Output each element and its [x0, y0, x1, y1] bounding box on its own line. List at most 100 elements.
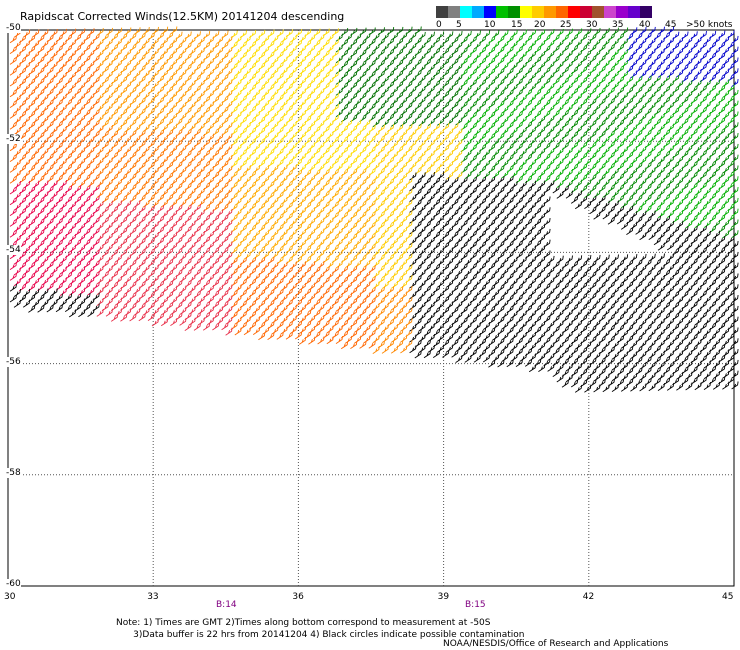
wind-barb	[442, 112, 450, 121]
wind-barb	[322, 309, 330, 318]
wind-barb	[607, 195, 615, 203]
wind-barb	[718, 343, 726, 352]
wind-barb	[451, 306, 459, 315]
wind-barb	[18, 78, 27, 87]
wind-barb	[331, 28, 339, 37]
wind-barb	[635, 108, 643, 116]
wind-barb	[175, 301, 183, 310]
wind-barb	[653, 150, 661, 159]
wind-barb	[230, 84, 238, 93]
wind-barb	[635, 43, 643, 52]
wind-barb	[616, 356, 625, 365]
wind-barb	[598, 87, 606, 96]
wind-barb	[110, 43, 119, 52]
wind-barb	[534, 207, 542, 216]
wind-barb	[469, 133, 477, 142]
wind-barb	[598, 303, 606, 312]
wind-barb	[534, 142, 542, 151]
wind-barb	[368, 157, 376, 165]
wind-barb	[340, 244, 349, 252]
wind-barb	[442, 79, 450, 88]
wind-barb	[267, 224, 275, 232]
wind-barb	[644, 269, 652, 278]
wind-barb	[138, 151, 146, 160]
wind-barb	[9, 46, 17, 54]
wind-barb	[405, 296, 413, 305]
wind-barb	[653, 96, 661, 105]
wind-barb	[414, 253, 422, 262]
wind-barb	[506, 218, 514, 227]
wind-barb	[129, 313, 137, 322]
wind-barb	[607, 54, 615, 63]
wind-barb	[331, 103, 339, 112]
wind-barb	[129, 173, 137, 181]
wind-barb	[442, 198, 450, 207]
wind-barb	[294, 180, 303, 189]
wind-barb	[377, 38, 385, 46]
wind-barb	[92, 33, 100, 42]
wind-barb	[708, 376, 717, 385]
wind-barb	[589, 65, 597, 74]
wind-barb	[409, 345, 417, 354]
wind-barb	[662, 193, 671, 202]
wind-barb	[202, 301, 211, 309]
wind-barb	[313, 158, 321, 167]
wind-barb	[497, 208, 505, 217]
wind-barb	[469, 36, 477, 44]
wind-barb	[451, 317, 459, 326]
wind-barb	[156, 172, 165, 181]
credit-text: NOAA/NESDIS/Office of Research and Appli…	[443, 639, 669, 649]
wind-barb	[285, 137, 293, 146]
wind-barb	[368, 27, 376, 36]
wind-barb	[83, 130, 91, 139]
wind-barb	[92, 173, 100, 182]
wind-barb	[534, 56, 542, 65]
wind-barb	[83, 282, 91, 290]
wind-barb	[524, 348, 533, 356]
wind-barb	[570, 336, 579, 345]
wind-barb	[423, 350, 431, 359]
wind-barb	[561, 336, 569, 345]
wind-barb	[396, 340, 404, 348]
wind-barb	[580, 120, 588, 128]
wind-barb	[699, 182, 707, 191]
wind-barb	[552, 163, 560, 172]
wind-barb	[423, 155, 431, 164]
wind-barb	[616, 97, 625, 106]
wind-barb	[400, 345, 408, 354]
wind-barb	[28, 164, 36, 173]
wind-barb	[524, 304, 533, 313]
wind-barb	[28, 78, 36, 86]
wind-barb	[340, 71, 349, 80]
wind-barb	[598, 130, 606, 139]
wind-barb	[718, 171, 726, 179]
wind-barb	[607, 259, 615, 268]
wind-barb	[681, 366, 689, 375]
wind-barb	[718, 246, 726, 255]
wind-barb	[267, 62, 275, 70]
wind-barb	[64, 260, 73, 269]
wind-barb	[488, 262, 496, 271]
wind-barb	[151, 318, 159, 327]
wind-barb	[248, 105, 257, 114]
wind-barb	[478, 79, 487, 87]
wind-barb	[258, 202, 266, 211]
wind-barb	[386, 91, 395, 100]
wind-barb	[350, 168, 358, 177]
wind-barb	[488, 219, 496, 228]
wind-barb	[184, 107, 192, 115]
wind-barb	[120, 248, 128, 257]
wind-barb	[635, 86, 643, 95]
wind-barb	[258, 278, 266, 287]
wind-barb	[580, 325, 588, 334]
wind-barb	[340, 330, 349, 339]
wind-barb	[294, 320, 303, 329]
wind-barb	[497, 111, 505, 119]
wind-barb	[451, 112, 459, 120]
wind-barb	[230, 278, 238, 287]
wind-barb	[368, 286, 376, 295]
wind-barb	[626, 75, 634, 84]
wind-barb	[9, 35, 17, 44]
wind-barb	[74, 152, 82, 161]
wind-barb	[64, 250, 73, 258]
